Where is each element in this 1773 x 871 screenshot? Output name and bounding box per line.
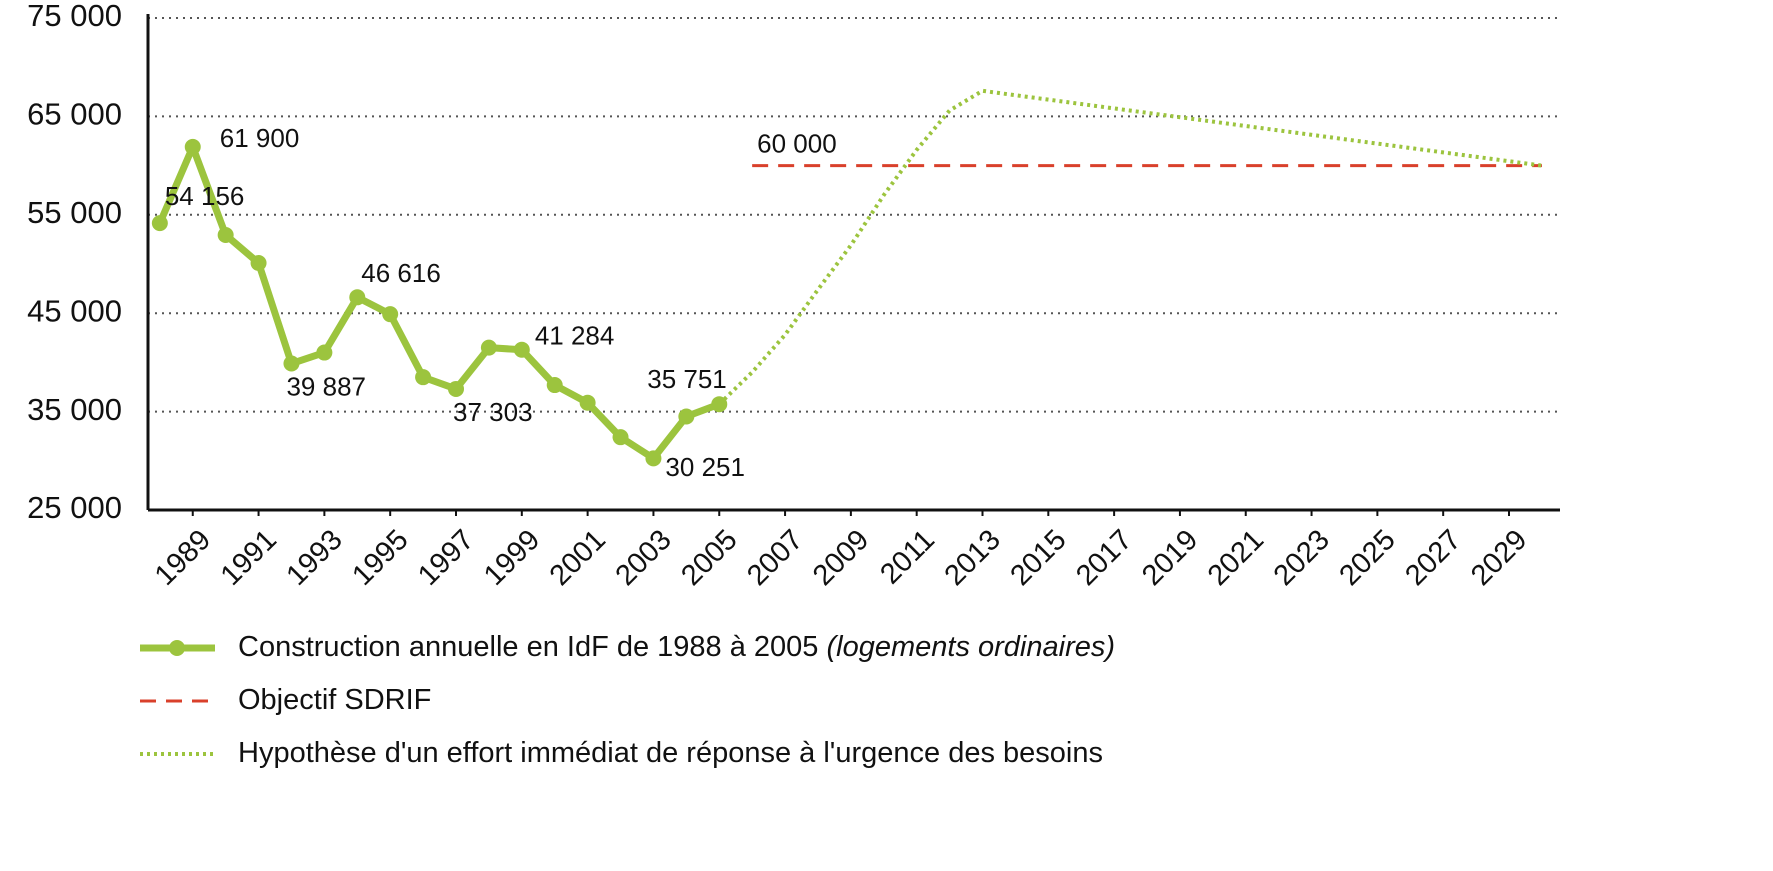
- data-label: 54 156: [165, 181, 245, 211]
- x-tick-label: 1995: [346, 524, 414, 592]
- legend-marker: [169, 640, 185, 656]
- x-tick-label: 2023: [1268, 524, 1336, 592]
- marker: [546, 377, 563, 394]
- y-tick-label: 65 000: [27, 97, 122, 132]
- marker: [711, 396, 728, 413]
- data-label: 46 616: [361, 258, 441, 288]
- marker: [612, 429, 629, 446]
- y-tick-label: 55 000: [27, 195, 122, 230]
- marker: [415, 369, 432, 386]
- x-tick-label: 1989: [149, 524, 217, 592]
- marker: [448, 380, 465, 397]
- data-label: 61 900: [220, 123, 300, 153]
- data-label: 37 303: [453, 397, 533, 427]
- legend-name: Hypothèse d'un effort immédiat de répons…: [238, 737, 1103, 769]
- y-tick-label: 75 000: [27, 0, 122, 33]
- marker: [480, 339, 497, 356]
- x-tick-label: 1991: [215, 524, 283, 592]
- x-tick-label: 2003: [610, 524, 678, 592]
- legend-label: Hypothèse d'un effort immédiat de répons…: [238, 737, 1103, 769]
- y-tick-label: 25 000: [27, 490, 122, 525]
- marker: [645, 450, 662, 467]
- marker: [283, 355, 300, 372]
- x-tick-label: 2009: [807, 524, 875, 592]
- x-tick-label: 2029: [1465, 524, 1533, 592]
- marker: [151, 215, 168, 232]
- x-tick-label: 2021: [1202, 524, 1270, 592]
- x-tick-label: 2025: [1333, 524, 1401, 592]
- legend-label: Construction annuelle en IdF de 1988 à 2…: [238, 631, 1115, 663]
- marker: [579, 394, 596, 411]
- data-label: 35 751: [647, 364, 727, 394]
- legend-name: Objectif SDRIF: [238, 684, 431, 716]
- x-tick-label: 2015: [1004, 524, 1072, 592]
- marker: [678, 408, 695, 425]
- marker: [217, 226, 234, 243]
- y-tick-label: 35 000: [27, 392, 122, 427]
- legend-note: (logements ordinaires): [827, 631, 1116, 663]
- x-tick-label: 2007: [741, 524, 809, 592]
- y-tick-label: 45 000: [27, 293, 122, 328]
- marker: [250, 255, 267, 272]
- x-tick-label: 1999: [478, 524, 546, 592]
- marker: [513, 341, 530, 358]
- x-tick-label: 2013: [939, 524, 1007, 592]
- marker: [349, 289, 366, 306]
- x-tick-label: 2011: [874, 524, 941, 591]
- x-tick-label: 2001: [544, 524, 612, 592]
- legend-label: Objectif SDRIF: [238, 684, 431, 716]
- x-tick-label: 2005: [675, 524, 743, 592]
- data-label: 41 284: [535, 321, 615, 351]
- x-tick-label: 1997: [412, 524, 480, 592]
- x-tick-label: 2019: [1136, 524, 1204, 592]
- data-label: 60 000: [757, 128, 837, 158]
- x-tick-label: 1993: [280, 524, 348, 592]
- legend-name: Construction annuelle en IdF de 1988 à 2…: [238, 631, 818, 663]
- marker: [316, 344, 333, 361]
- series-line: [717, 88, 1543, 406]
- x-tick-label: 2027: [1399, 524, 1467, 592]
- marker: [382, 306, 399, 323]
- x-tick-label: 2017: [1070, 524, 1138, 592]
- marker: [184, 138, 201, 155]
- data-label: 30 251: [665, 452, 745, 482]
- data-label: 39 887: [286, 371, 366, 401]
